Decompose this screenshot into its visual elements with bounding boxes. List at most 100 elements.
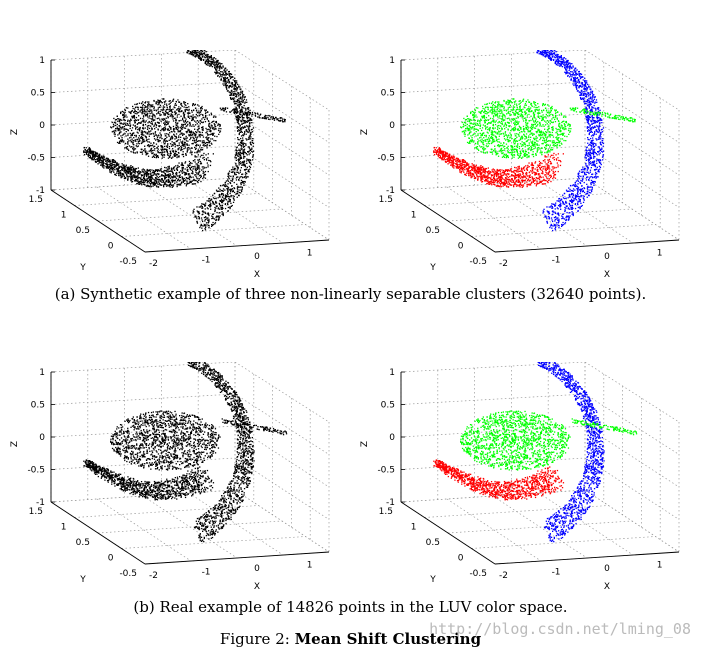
- data-point: [534, 109, 536, 111]
- data-point: [143, 130, 146, 133]
- data-point: [229, 77, 232, 80]
- data-point: [161, 154, 163, 156]
- data-point: [174, 107, 176, 109]
- data-point: [180, 181, 183, 183]
- data-point: [94, 151, 96, 153]
- data-point: [501, 150, 503, 152]
- data-point: [129, 120, 131, 122]
- data-point: [248, 137, 251, 139]
- data-point: [167, 115, 169, 118]
- data-point: [184, 127, 187, 129]
- data-point: [164, 172, 166, 175]
- data-point: [537, 120, 539, 123]
- data-point: [184, 142, 186, 144]
- data-point: [175, 174, 178, 176]
- data-point: [152, 181, 154, 183]
- data-point: [153, 125, 155, 128]
- data-point: [152, 144, 154, 146]
- data-point: [496, 152, 498, 154]
- data-point: [200, 57, 202, 60]
- data-point: [210, 161, 212, 163]
- data-point: [219, 107, 221, 109]
- data-point: [478, 145, 481, 147]
- data-point: [174, 179, 176, 182]
- data-point: [137, 172, 139, 174]
- data-point: [230, 73, 233, 76]
- data-point: [139, 172, 141, 174]
- data-point: [561, 132, 564, 135]
- data-point: [555, 136, 557, 139]
- data-point: [246, 118, 248, 120]
- data-point: [116, 115, 118, 117]
- data-point: [235, 193, 237, 195]
- data-point: [226, 189, 229, 191]
- data-point: [152, 132, 154, 134]
- data-point: [239, 154, 242, 156]
- data-point: [243, 119, 245, 122]
- data-point: [485, 136, 487, 138]
- data-point: [122, 117, 125, 119]
- data-point: [536, 106, 538, 109]
- data-point: [184, 145, 186, 147]
- data-point: [492, 123, 494, 126]
- data-point: [189, 175, 191, 177]
- data-point: [249, 152, 251, 154]
- data-point: [510, 114, 512, 116]
- data-point: [176, 122, 178, 124]
- data-point: [533, 113, 536, 115]
- data-point: [125, 124, 127, 126]
- data-point: [194, 174, 196, 176]
- data-point: [184, 111, 186, 113]
- data-point: [246, 162, 248, 164]
- data-point: [188, 144, 190, 146]
- data-point: [166, 169, 168, 171]
- data-point: [137, 128, 139, 131]
- data-point: [141, 132, 143, 135]
- data-point: [150, 180, 152, 182]
- data-point: [209, 63, 211, 65]
- data-point: [506, 147, 508, 149]
- data-point: [113, 131, 115, 133]
- data-point: [217, 208, 219, 210]
- data-point: [154, 182, 157, 184]
- data-point: [167, 143, 169, 145]
- data-point: [160, 101, 162, 103]
- data-point: [531, 105, 533, 107]
- data-point: [123, 115, 125, 117]
- data-point: [516, 146, 518, 148]
- data-point: [195, 141, 197, 143]
- data-point: [209, 204, 211, 206]
- data-point: [530, 129, 532, 132]
- data-point: [462, 130, 465, 132]
- data-point: [140, 131, 142, 133]
- data-point: [494, 115, 497, 117]
- data-point: [158, 170, 160, 172]
- data-point: [188, 160, 191, 163]
- data-point: [132, 105, 134, 108]
- data-point: [145, 151, 147, 153]
- data-point: [179, 139, 181, 141]
- data-point: [236, 119, 239, 122]
- data-point: [524, 153, 527, 155]
- data-point: [229, 199, 231, 202]
- data-point: [240, 96, 242, 98]
- data-point: [128, 145, 131, 147]
- data-point: [207, 137, 209, 139]
- data-point: [229, 73, 232, 75]
- data-point: [197, 166, 199, 168]
- data-point: [247, 128, 249, 130]
- data-point: [240, 192, 242, 194]
- data-point: [149, 121, 151, 123]
- data-point: [159, 106, 161, 108]
- data-point: [199, 119, 201, 122]
- data-point: [155, 185, 158, 187]
- data-point: [509, 132, 511, 134]
- data-point: [236, 82, 238, 84]
- data-point: [508, 140, 510, 142]
- data-point: [279, 120, 281, 122]
- data-point: [191, 154, 193, 156]
- data-point: [185, 118, 187, 120]
- data-point: [212, 224, 214, 226]
- data-point: [533, 106, 535, 108]
- data-point: [497, 103, 499, 106]
